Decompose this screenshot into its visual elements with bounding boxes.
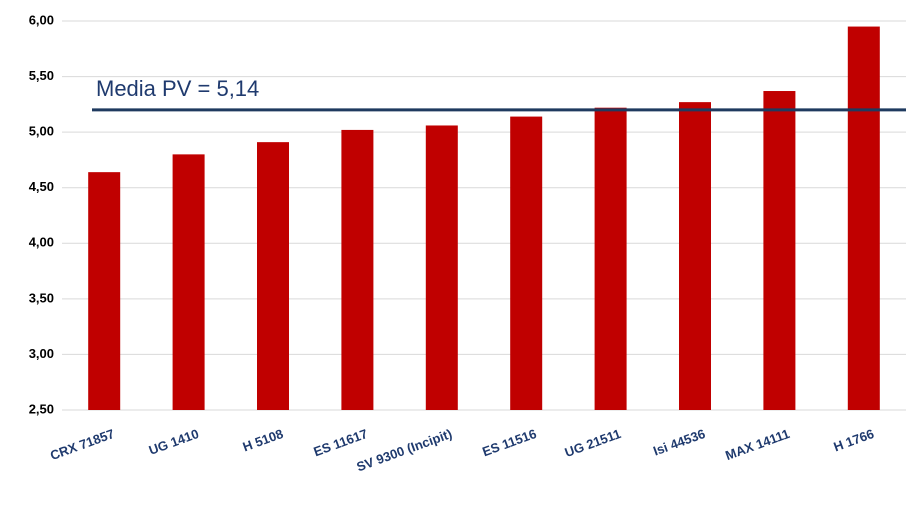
y-tick-label: 4,00 bbox=[29, 235, 54, 250]
annotation: Media PV = 5,14 bbox=[96, 76, 259, 101]
y-tick-label: 5,00 bbox=[29, 124, 54, 139]
x-tick-label: MAX 14111 bbox=[723, 426, 791, 463]
bar bbox=[510, 116, 543, 410]
bar bbox=[172, 154, 205, 410]
bar bbox=[425, 125, 458, 410]
y-tick-label: 4,50 bbox=[29, 179, 54, 194]
x-tick-label: ES 11617 bbox=[311, 426, 369, 459]
bar bbox=[763, 91, 796, 411]
x-tick-label: SV 9300 (Incipit) bbox=[355, 426, 454, 474]
y-tick-label: 2,50 bbox=[29, 401, 54, 416]
x-tick-label: Isi 44536 bbox=[651, 426, 707, 459]
x-tick-label: H 5108 bbox=[241, 426, 286, 454]
x-tick-label: UG 1410 bbox=[147, 426, 201, 458]
bar bbox=[341, 129, 374, 411]
bar bbox=[679, 102, 711, 411]
x-tick-label: UG 21511 bbox=[563, 426, 623, 460]
bar bbox=[257, 142, 289, 410]
x-tick-label: ES 11516 bbox=[480, 426, 538, 459]
y-tick-label: 3,50 bbox=[29, 290, 54, 305]
y-tick-label: 6,00 bbox=[29, 12, 54, 27]
bar bbox=[847, 26, 880, 411]
x-tick-label: CRX 71857 bbox=[48, 426, 116, 463]
x-tick-label: H 1766 bbox=[831, 426, 876, 454]
y-tick-label: 3,00 bbox=[29, 346, 54, 361]
bar bbox=[88, 172, 121, 410]
bar bbox=[594, 107, 627, 410]
y-tick-label: 5,50 bbox=[29, 68, 54, 83]
